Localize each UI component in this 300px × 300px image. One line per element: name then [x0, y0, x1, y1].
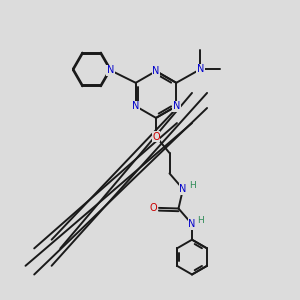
Text: O: O — [150, 203, 158, 213]
Text: N: N — [188, 219, 196, 229]
Text: N: N — [132, 101, 140, 111]
Text: N: N — [106, 65, 114, 75]
Text: H: H — [198, 216, 204, 225]
Text: O: O — [152, 131, 160, 142]
Text: N: N — [152, 66, 160, 76]
Text: H: H — [189, 181, 195, 190]
Text: N: N — [179, 184, 187, 194]
Text: N: N — [106, 65, 114, 75]
Text: N: N — [172, 101, 180, 111]
Text: N: N — [196, 64, 204, 74]
